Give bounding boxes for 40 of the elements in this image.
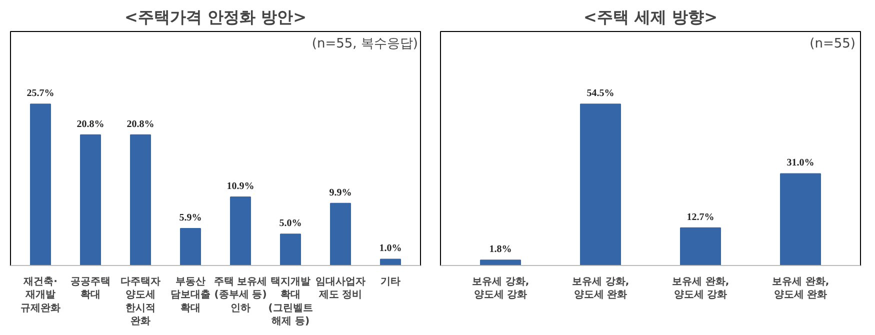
x-tick-label: 택지개발 확대 (그린벨트 해제 등): [268, 276, 313, 328]
x-tick-label: 임대사업자 제도 정비: [316, 276, 366, 301]
bar: [680, 227, 721, 266]
x-tick-label: 보유세 강화, 양도세 완화: [572, 276, 630, 301]
data-label: 9.9%: [329, 187, 352, 198]
bar: [280, 234, 301, 266]
data-label: 5.0%: [279, 218, 302, 230]
text: (n=55): [810, 36, 856, 52]
chart-title: <주택 세제 방향>: [584, 8, 718, 26]
bar: [130, 134, 151, 266]
x-tick-label: 공공주택 확대: [70, 276, 110, 301]
x-tick-label: 다주택자 양도세 한시적 완화: [120, 276, 160, 328]
x-tick-label: 기타: [380, 276, 400, 288]
data-label: 1.8%: [489, 244, 512, 256]
x-tick-label: 보유세 완화, 양도세 완화: [772, 276, 830, 301]
data-label: 10.9%: [226, 181, 254, 192]
data-label: 25.7%: [26, 88, 54, 100]
text: (n=55, 복수응답): [312, 36, 418, 52]
data-label: 20.8%: [126, 118, 154, 130]
bar: [380, 258, 401, 266]
data-label: 20.8%: [76, 118, 104, 130]
bar: [330, 202, 351, 266]
x-tick-label: 재건축· 재개발 규제완화: [20, 276, 60, 314]
bar: [180, 228, 201, 266]
chart-title: <주택가격 안정화 방안>: [124, 8, 306, 26]
x-tick-label: 보유세 완화, 양도세 강화: [672, 276, 730, 301]
bar: [230, 196, 251, 266]
bar: [780, 173, 821, 266]
bar: [80, 134, 101, 266]
data-label: 31.0%: [786, 158, 814, 169]
x-tick-label: 주택 보유세 (종부세 등) 인하: [214, 276, 268, 314]
data-label: 54.5%: [586, 88, 614, 100]
bar: [480, 260, 521, 266]
bar: [30, 104, 51, 266]
bar: [580, 104, 621, 266]
data-label: 1.0%: [379, 243, 402, 254]
x-tick-label: 부동산 담보대출 확대: [170, 276, 210, 314]
data-label: 5.9%: [179, 212, 202, 224]
x-tick-label: 보유세 강화, 양도세 강화: [472, 276, 530, 301]
data-label: 12.7%: [686, 212, 714, 223]
